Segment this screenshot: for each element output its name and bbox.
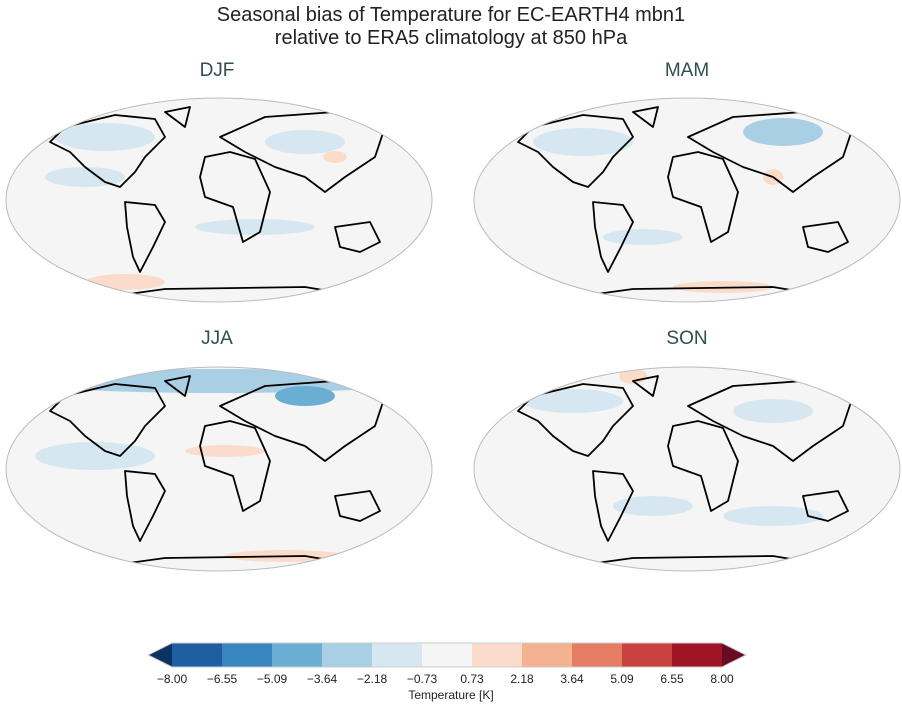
colorbar-bin bbox=[472, 643, 522, 667]
colorbar-tick-label: −0.73 bbox=[406, 672, 438, 686]
colorbar-bin bbox=[572, 643, 622, 667]
panel-title-djf: DJF bbox=[199, 60, 235, 81]
colorbar-extend-high bbox=[722, 643, 746, 667]
colorbar-tick-label: 8.00 bbox=[710, 672, 734, 686]
colorbar-tick-label: 5.09 bbox=[610, 672, 634, 686]
colorbar-bin bbox=[422, 643, 472, 667]
map-panel-son bbox=[473, 366, 901, 572]
bias-region bbox=[195, 219, 315, 235]
colorbar bbox=[148, 642, 748, 668]
colorbar-tick-label: −3.64 bbox=[306, 672, 338, 686]
colorbar-tick-label: −6.55 bbox=[206, 672, 238, 686]
colorbar-bin bbox=[272, 643, 322, 667]
bias-region bbox=[723, 506, 823, 526]
colorbar-tick-label: 3.64 bbox=[560, 672, 584, 686]
map-panel-jja bbox=[5, 366, 433, 572]
colorbar-bin bbox=[322, 643, 372, 667]
colorbar-extend-low bbox=[148, 643, 172, 667]
colorbar-bin bbox=[172, 643, 222, 667]
panel-title-jja: JJA bbox=[201, 328, 233, 349]
colorbar-tick-label: 0.73 bbox=[460, 672, 484, 686]
bias-region bbox=[275, 386, 335, 406]
bias-region bbox=[185, 445, 265, 457]
colorbar-tick-label: −5.09 bbox=[256, 672, 288, 686]
colorbar-bin bbox=[222, 643, 272, 667]
map-panel-mam bbox=[473, 97, 901, 303]
bias-region bbox=[613, 496, 693, 516]
panel-title-son: SON bbox=[666, 328, 708, 349]
panel-title-mam: MAM bbox=[664, 60, 710, 81]
colorbar-label: Temperature [K] bbox=[408, 688, 494, 702]
bias-region bbox=[533, 128, 633, 156]
bias-region bbox=[743, 118, 823, 146]
bias-region bbox=[265, 130, 345, 154]
bias-region bbox=[523, 389, 623, 413]
colorbar-tick-label: −8.00 bbox=[156, 672, 188, 686]
bias-region bbox=[85, 274, 165, 290]
bias-region bbox=[35, 442, 155, 470]
bias-region bbox=[323, 151, 347, 163]
colorbar-tick-label: 6.55 bbox=[660, 672, 684, 686]
figure-title-line2: relative to ERA5 climatology at 850 hPa bbox=[274, 27, 628, 49]
colorbar-bin bbox=[522, 643, 572, 667]
bias-region bbox=[55, 123, 155, 151]
figure-title-line1: Seasonal bias of Temperature for EC-EART… bbox=[216, 4, 686, 26]
colorbar-tick-label: 2.18 bbox=[510, 672, 534, 686]
bias-region bbox=[733, 399, 813, 423]
colorbar-bin bbox=[672, 643, 722, 667]
colorbar-bin bbox=[622, 643, 672, 667]
map-panel-djf bbox=[5, 97, 433, 303]
bias-region bbox=[603, 229, 683, 245]
colorbar-tick-label: −2.18 bbox=[356, 672, 388, 686]
bias-region bbox=[19, 369, 419, 393]
colorbar-bin bbox=[372, 643, 422, 667]
